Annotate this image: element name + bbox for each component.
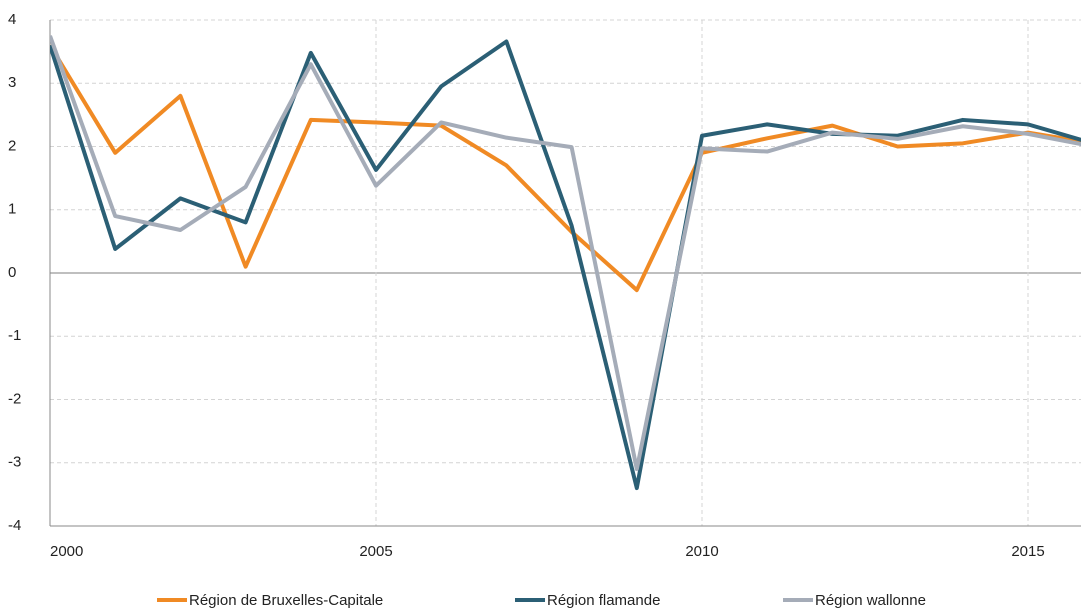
series-line [50,35,1081,472]
x-tick-label: 2005 [359,543,392,560]
plot-area [50,35,1081,491]
y-tick-label: 4 [8,11,16,28]
series-line [50,39,1081,491]
x-tick-label: 2010 [685,543,718,560]
series-line [50,44,1081,293]
legend-label: Région wallonne [815,592,926,609]
y-tick-label: 1 [8,201,16,218]
y-tick-label: -3 [8,454,21,471]
y-tick-label: 2 [8,137,16,154]
y-tick-label: -1 [8,327,21,344]
x-tick-label: 2000 [50,543,83,560]
legend-label: Région flamande [547,592,660,609]
x-tick-label: 2015 [1011,543,1044,560]
y-tick-label: 3 [8,74,16,91]
legend: Région de Bruxelles-Capitale Région flama… [157,592,926,609]
grid: -4 -3 -2 -1 0 1 2 3 4 2000 2005 2010 2015 [8,11,1081,560]
y-tick-label: 0 [8,264,16,281]
y-tick-label: -2 [8,390,21,407]
legend-label: Région de Bruxelles-Capitale [189,592,383,609]
y-tick-label: -4 [8,517,21,534]
